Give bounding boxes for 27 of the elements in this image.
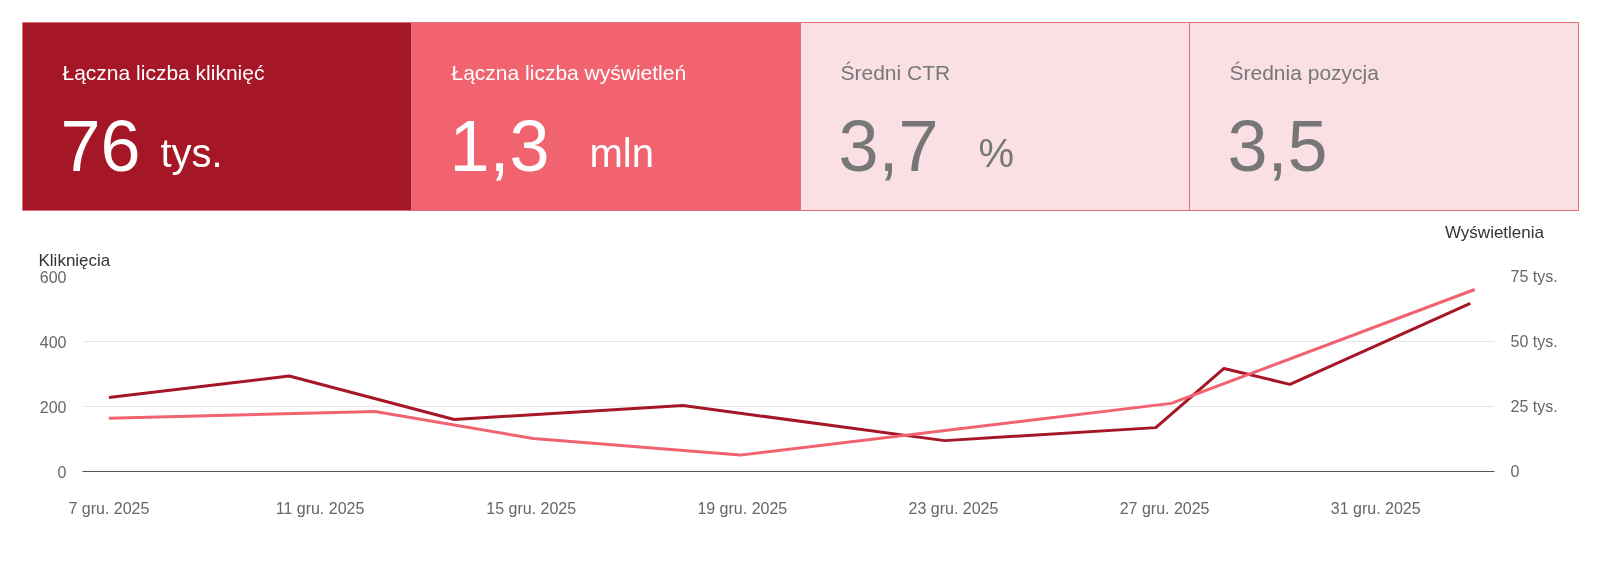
y-tick-label: 600 xyxy=(39,268,67,286)
y-axis-title: Kliknięcia xyxy=(38,250,111,270)
x-tick-label: 19 gru. 2025 xyxy=(697,499,788,517)
text: 76 tys. xyxy=(60,105,223,186)
text: 3,5 xyxy=(1227,105,1328,186)
y-tick-label: 200 xyxy=(39,398,67,416)
y-tick-label: 400 xyxy=(39,333,67,351)
y-tick-label: 0 xyxy=(57,463,67,481)
x-tick-label: 7 gru. 2025 xyxy=(68,499,150,517)
line-series xyxy=(107,301,1472,443)
text: 3,7 % xyxy=(838,105,1015,186)
text: 1,3 mln xyxy=(449,105,654,186)
x-tick-label: 27 gru. 2025 xyxy=(1119,499,1210,517)
y2-axis-title: Wyświetlenia xyxy=(1444,222,1545,242)
category-label: Średni CTR xyxy=(840,61,951,84)
category-label: Łączna liczba wyświetleń xyxy=(451,61,687,84)
x-tick-label: 15 gru. 2025 xyxy=(486,499,577,517)
x-tick-label: 11 gru. 2025 xyxy=(275,499,365,517)
x-tick-label: 23 gru. 2025 xyxy=(908,499,999,517)
category-label: Średnia pozycja xyxy=(1229,61,1380,84)
y2-tick-label: 50 tys. xyxy=(1510,333,1558,350)
line-series xyxy=(107,288,1477,457)
y2-tick-label: 0 xyxy=(1510,463,1520,480)
y2-tick-label: 25 tys. xyxy=(1510,398,1558,415)
category-label: Łączna liczba kliknięć xyxy=(62,61,265,84)
y2-tick-label: 75 tys. xyxy=(1510,268,1558,285)
x-tick-label: 31 gru. 2025 xyxy=(1330,499,1421,517)
